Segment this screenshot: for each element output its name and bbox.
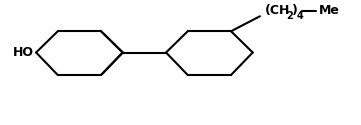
Text: ): )	[292, 4, 297, 17]
Text: 4: 4	[297, 11, 304, 21]
Text: 2: 2	[286, 11, 293, 21]
Text: (CH: (CH	[265, 4, 291, 17]
Text: HO: HO	[13, 46, 34, 59]
Text: Me: Me	[318, 4, 339, 17]
